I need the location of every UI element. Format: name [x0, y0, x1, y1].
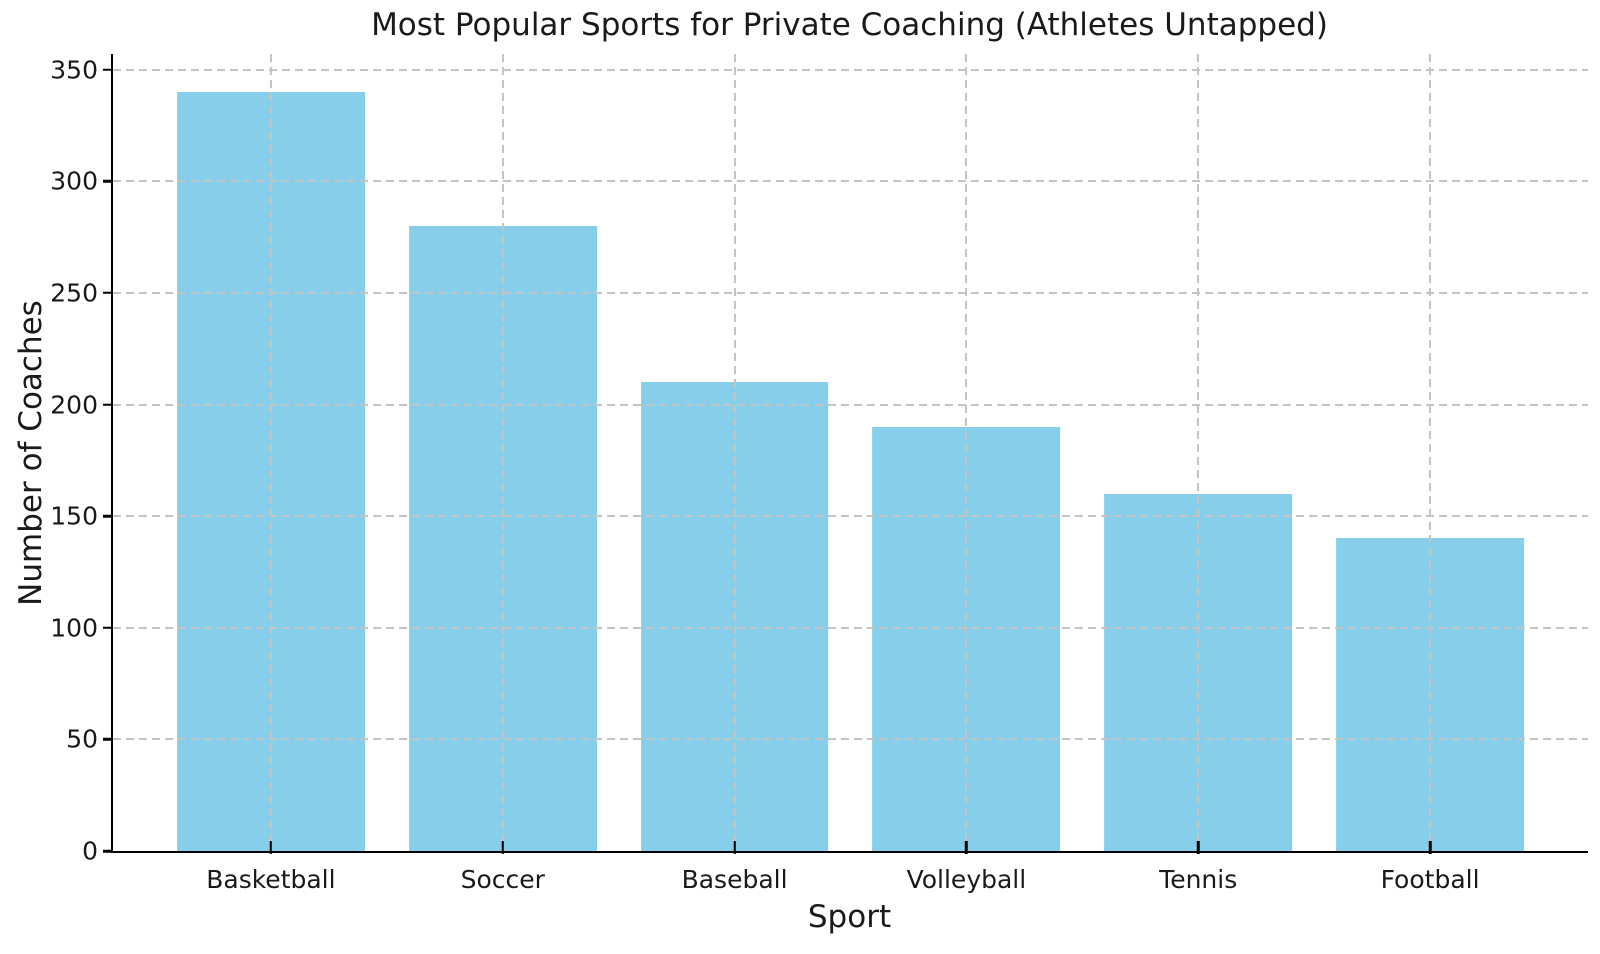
- category-column: Soccer: [387, 54, 619, 892]
- y-tick-label: 200: [50, 390, 98, 419]
- category-column: Football: [1314, 54, 1546, 892]
- y-tick-label: 250: [50, 278, 98, 308]
- category-column: Basketball: [155, 54, 387, 892]
- x-tick: [1428, 841, 1432, 854]
- plot-area: 0 50 100 150 200 250 300 350 Basketball Soccer Bas…: [50, 54, 1588, 892]
- bar-basketball: [177, 91, 365, 851]
- y-tick-label: 300: [50, 166, 98, 196]
- y-tick: [102, 738, 113, 741]
- x-tick: [965, 841, 968, 854]
- category-column: Tennis: [1082, 54, 1314, 892]
- y-tick-label: 350: [50, 55, 98, 85]
- y-axis-label: Number of Coaches: [12, 300, 49, 606]
- category-column: Baseball: [619, 54, 851, 892]
- x-tick: [269, 841, 273, 854]
- bar-tennis: [1104, 493, 1293, 851]
- x-tick-label: Basketball: [206, 865, 336, 894]
- y-tick: [102, 180, 113, 183]
- y-tick: [102, 514, 113, 518]
- x-tick-label: Football: [1380, 865, 1480, 894]
- bar-soccer: [408, 225, 597, 851]
- y-tick: [102, 68, 113, 71]
- y-tick-label: 100: [50, 613, 98, 643]
- bar-baseball: [640, 382, 829, 851]
- bar-volleyball: [872, 426, 1061, 851]
- x-tick: [1196, 841, 1200, 854]
- x-axis-label: Sport: [807, 899, 892, 935]
- y-tick-label: 0: [82, 836, 98, 866]
- y-tick-label: 150: [50, 501, 98, 531]
- x-tick-label: Baseball: [681, 865, 788, 894]
- y-tick: [102, 403, 113, 406]
- x-tick: [733, 841, 736, 854]
- category-columns: Basketball Soccer Baseball Volleyball Tennis…: [155, 54, 1546, 892]
- x-tick: [501, 841, 504, 854]
- x-tick-label: Volleyball: [906, 865, 1027, 894]
- category-column: Volleyball: [850, 54, 1082, 892]
- y-tick: [102, 849, 113, 853]
- y-tick: [102, 291, 113, 295]
- y-tick-label: 50: [66, 724, 98, 754]
- chart-title: Most Popular Sports for Private Coaching…: [371, 7, 1328, 43]
- bar-football: [1336, 538, 1524, 851]
- y-tick: [102, 626, 113, 629]
- x-tick-label: Tennis: [1159, 865, 1238, 894]
- x-tick-label: Soccer: [460, 865, 545, 894]
